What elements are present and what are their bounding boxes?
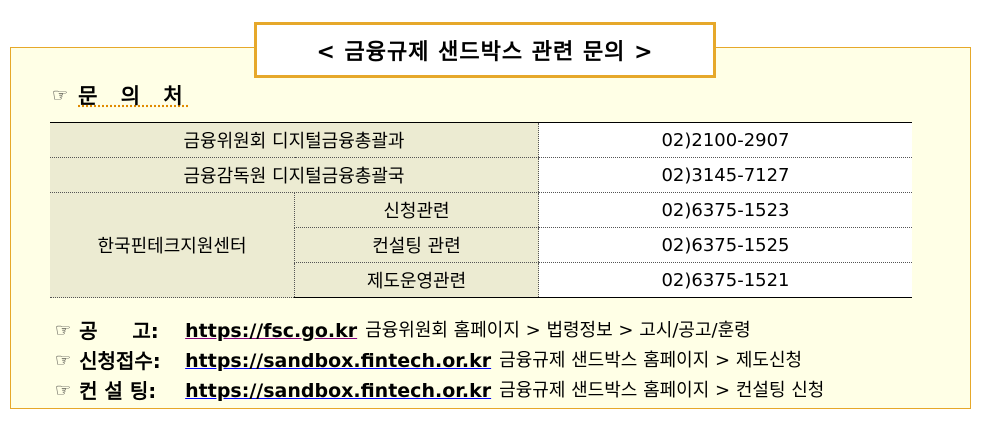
section-label: 문 의 처 [78, 84, 191, 108]
phone-cell: 02)6375-1525 [538, 227, 912, 263]
section-heading: ☞ 문 의 처 [52, 80, 191, 110]
table-row: 컨설팅 관련 02)6375-1525 [50, 227, 912, 263]
link-label: 신청접수: [79, 349, 161, 373]
table-row: 금융감독원 디지털금융총괄국 02)3145-7127 [50, 157, 912, 193]
sandbox-link[interactable]: https://sandbox.fintech.or.kr [185, 380, 492, 402]
pointing-hand-icon: ☞ [55, 380, 72, 401]
phone-cell: 02)3145-7127 [538, 157, 912, 193]
org-cell: 금융감독원 디지털금융총괄국 [50, 157, 539, 193]
sub-cell: 신청관련 [294, 192, 539, 228]
link-label: 공 고: [79, 319, 159, 343]
link-path: 금융규제 샌드박스 홈페이지 > 제도신청 [499, 350, 803, 371]
phone-cell: 02)2100-2907 [538, 122, 912, 158]
link-path: 금융위원회 홈페이지 > 법령정보 > 고시/공고/훈령 [365, 320, 751, 341]
sub-cell: 컨설팅 관련 [294, 227, 539, 263]
table-row: 금융위원회 디지털금융총괄과 02)2100-2907 [50, 122, 912, 158]
phone-cell: 02)6375-1523 [538, 192, 912, 228]
page-title: < 금융규제 샌드박스 관련 문의 > [254, 22, 716, 78]
fsc-link[interactable]: https://fsc.go.kr [185, 320, 358, 342]
link-path: 금융규제 샌드박스 홈페이지 > 컨설팅 신청 [499, 380, 825, 401]
table-row: 제도운영관련 02)6375-1521 [50, 262, 912, 298]
org-cell: 한국핀테크지원센터 [50, 192, 295, 298]
pointing-hand-icon: ☞ [52, 84, 69, 106]
contact-table: 금융위원회 디지털금융총괄과 02)2100-2907 금융감독원 디지털금융총괄… [50, 122, 912, 298]
pointing-hand-icon: ☞ [55, 350, 72, 371]
org-cell: 금융위원회 디지털금융총괄과 [50, 122, 539, 158]
link-item: ☞ 공 고: https://fsc.go.kr 금융위원회 홈페이지 > 법령정보 … [55, 316, 824, 346]
table-row: 한국핀테크지원센터 신청관련 02)6375-1523 [50, 192, 912, 298]
sub-cell: 제도운영관련 [294, 262, 539, 298]
link-label: 컨 설 팅: [79, 379, 157, 403]
link-item: ☞ 신청접수: https://sandbox.fintech.or.kr 금융규제 … [55, 346, 824, 376]
sandbox-link[interactable]: https://sandbox.fintech.or.kr [185, 350, 492, 372]
link-list: ☞ 공 고: https://fsc.go.kr 금융위원회 홈페이지 > 법령정보 … [55, 316, 824, 406]
link-item: ☞ 컨 설 팅: https://sandbox.fintech.or.kr 금융규제… [55, 376, 824, 406]
pointing-hand-icon: ☞ [55, 320, 72, 341]
phone-cell: 02)6375-1521 [538, 262, 912, 298]
